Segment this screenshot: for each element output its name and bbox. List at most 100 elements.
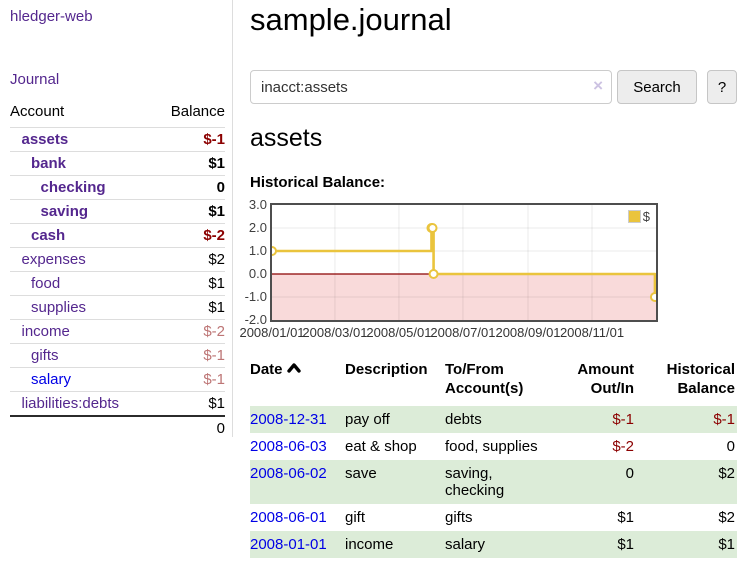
chart-y-axis-label: -1.0 [244,289,267,304]
sort-ascending-icon [286,363,301,373]
account-balance: $1 [150,271,225,296]
account-link[interactable]: expenses [21,251,86,268]
account-row: gifts $-1 [10,343,225,368]
chart-y-axis-label: 2.0 [248,220,267,235]
chart-x-axis-label: 2008/01/01 [239,325,305,340]
transaction-amount: $-2 [612,438,634,455]
transaction-description: pay off [345,406,445,433]
transaction-accounts: debts [445,406,557,433]
sidebar: hledger-web Journal Account Balance asse… [0,0,233,440]
chart-x-axis-label: 2008/07/01 [430,325,496,340]
chart-x-axis-label: 2008/11/01 [559,325,625,340]
account-row: cash $-2 [10,223,225,248]
account-row: bank $1 [10,151,225,176]
transaction-amount: $1 [557,531,642,558]
transaction-date-link[interactable]: 2008-01-01 [250,536,327,553]
account-row: income $-2 [10,319,225,344]
account-balance: $1 [150,391,225,416]
account-row: expenses $2 [10,247,225,272]
transaction-date-link[interactable]: 2008-06-02 [250,465,327,482]
transaction-balance: $2 [718,509,735,526]
register-row: 2008-01-01 income salary $1 $1 [250,531,737,558]
transaction-accounts: food, supplies [445,438,538,455]
sort-by-date-link[interactable]: Date [250,361,301,378]
historical-balance-chart: 3.0 2.0 1.0 0.0 -1.0 -2.0 $ 2008/01/01 2008/03… [239,197,737,343]
transaction-balance: $2 [642,460,737,504]
transaction-balance: $1 [642,531,737,558]
account-link[interactable]: salary [31,371,72,388]
account-heading: assets [250,124,323,152]
chart-legend: $ [625,208,652,225]
chart-y-axis-label: 1.0 [248,243,267,258]
chart-x-axis-label: 2008/05/01 [366,325,432,340]
column-header-description: Description [345,361,428,378]
account-link[interactable]: supplies [31,299,87,316]
data-point-marker [272,246,277,256]
account-link[interactable]: food [31,275,61,292]
account-row: assets $-1 [10,127,225,152]
transaction-balance: 0 [726,438,735,455]
accounts-total-balance: 0 [150,415,225,440]
chart-canvas [272,205,656,320]
balance-column-header: Balance [170,103,225,120]
search-input[interactable] [250,70,612,104]
account-link[interactable]: cash [31,227,66,244]
sidebar-item-journal[interactable]: Journal [10,71,60,88]
chart-x-axis-label: 2008/09/01 [495,325,561,340]
accounts-total-row: 0 [10,415,225,440]
account-row: saving $1 [10,199,225,224]
account-link[interactable]: gifts [31,347,59,364]
account-link[interactable]: income [21,323,70,340]
account-balance: $-1 [150,343,225,368]
account-link[interactable]: bank [31,155,67,172]
chart-y-axis-label: 0.0 [248,266,267,281]
register-row: 2008-12-31 pay off debts $-1 $-1 [250,406,737,433]
transaction-amount: $-1 [557,406,642,433]
transaction-balance: $-1 [642,406,737,433]
legend-swatch-icon [627,210,641,223]
chart-plot-area[interactable]: $ [270,203,658,322]
account-link[interactable]: checking [40,179,106,196]
transaction-amount: 0 [557,460,642,504]
transaction-date-link[interactable]: 2008-06-01 [250,509,327,526]
account-column-header: Account [10,103,65,120]
transaction-accounts: gifts [445,509,473,526]
transaction-date-link[interactable]: 2008-06-03 [250,438,327,455]
chart-title: Historical Balance: [250,174,386,191]
clear-search-icon[interactable]: × [593,76,603,95]
register-row: 2008-06-02 save saving, checking 0 $2 [250,460,737,504]
account-balance: $1 [150,151,225,176]
account-balance: $-2 [150,319,225,344]
transaction-description: save [345,460,445,504]
account-link[interactable]: assets [21,131,69,148]
transaction-description: eat & shop [345,438,417,455]
transaction-date-link[interactable]: 2008-12-31 [250,411,327,428]
legend-label: $ [642,209,650,224]
page-title: sample.journal [250,2,452,37]
account-balance: $-2 [150,223,225,248]
account-balance: $1 [150,199,225,224]
account-row: liabilities:debts $1 [10,391,225,416]
transaction-accounts: saving, checking [445,460,557,504]
data-point-marker [428,269,439,279]
brand-link[interactable]: hledger-web [10,8,93,25]
account-balance: $-1 [150,127,225,152]
account-balance: $2 [150,247,225,272]
accounts-table: Account Balance assets $-1 bank $1 checking 0… [10,101,225,440]
column-header-amount: Amount Out/In [577,361,634,397]
register-table: Date Description To/From Account(s) Amou… [250,358,737,558]
data-point-marker [649,292,656,302]
search-button[interactable]: Search [617,70,697,104]
account-link[interactable]: saving [40,203,89,220]
account-balance: 0 [150,175,225,200]
transaction-accounts: salary [445,531,557,558]
register-row: 2008-06-03 eat & shop food, supplies $-2 0 [250,433,737,460]
data-point-marker [427,223,438,233]
account-row: salary $-1 [10,367,225,392]
chart-y-axis-label: 3.0 [248,197,267,212]
column-header-balance: Historical Balance [666,361,735,397]
search-form: × Search ? [250,70,737,104]
help-button[interactable]: ? [707,70,737,104]
account-link[interactable]: liabilities:debts [21,395,120,412]
account-row: checking 0 [10,175,225,200]
